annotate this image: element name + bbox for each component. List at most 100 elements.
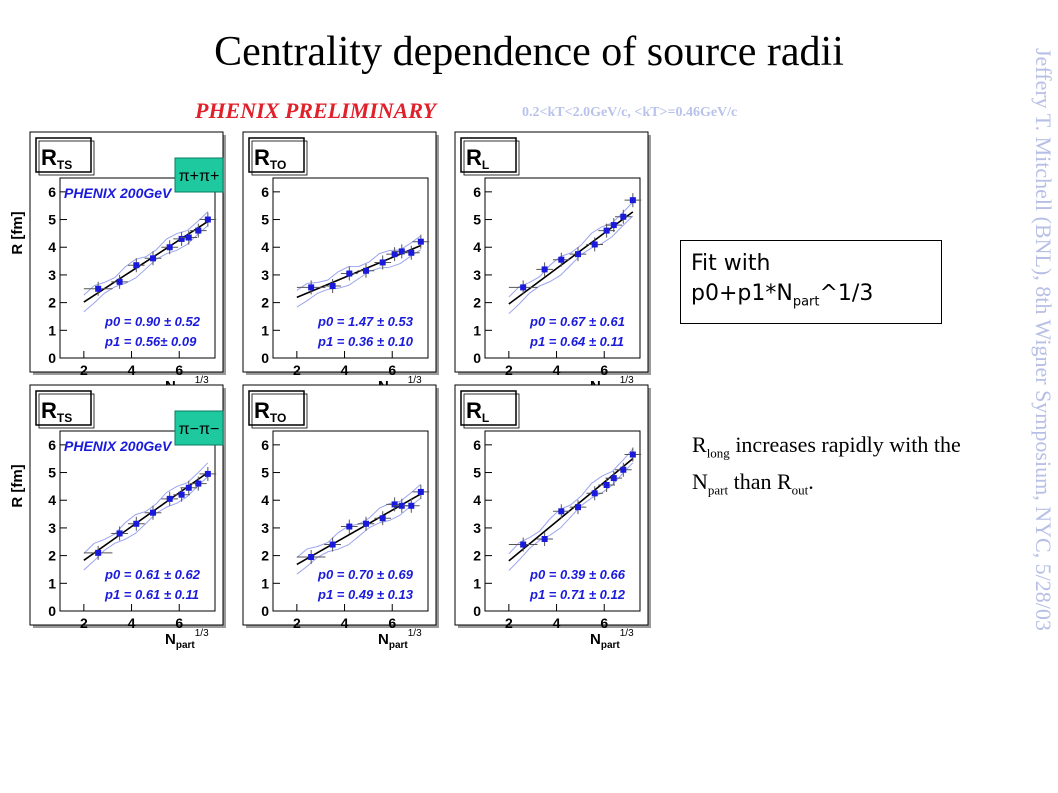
fit-line1: Fit with [691,251,771,276]
preliminary-label: PHENIX PRELIMINARY [195,98,437,123]
fit-line2: p0+p1*Npart^1/3 [691,279,931,317]
panel-title-r: R [41,145,57,170]
data-point [575,504,581,511]
data-point [204,470,211,477]
data-point [166,495,173,502]
panel-title-box [460,390,517,426]
y-tick-label: 0 [48,350,56,366]
x-tick-label: 6 [175,362,183,378]
y-tick-label: 3 [48,520,56,536]
y-tick-label: 1 [473,575,481,591]
x-tick-label: 4 [128,362,136,378]
x-tick-label: 6 [175,615,183,631]
fit-p1-label: p1 = 0.61 ± 0.11 [104,587,199,602]
x-label-sup: 1/3 [195,375,209,386]
y-tick-label: 0 [261,603,269,619]
y-tick-label: 1 [261,575,269,591]
x-tick-label: 6 [600,362,608,378]
x-label-n: N [165,631,176,648]
fit-p1-label: p1 = 0.56± 0.09 [104,334,197,349]
data-point [363,267,369,274]
panel-title-sub: L [482,411,489,425]
data-point [520,541,527,548]
y-tick-label: 3 [261,520,269,536]
x-tick-label: 6 [388,615,396,631]
panel-title: RTS [41,145,72,172]
fit-formula-a: p0+p1*N [691,281,793,306]
data-point [178,491,185,498]
note-d: . [808,469,814,495]
y-tick-label: 5 [473,465,481,481]
y-tick-label: 1 [473,322,481,338]
panel-title-box-shadow [463,393,520,429]
data-point [95,549,102,556]
data-point [346,523,353,530]
pion-badge-label: π+π+ [179,168,220,185]
fit-formula-sub: part [792,294,820,310]
data-point [95,285,102,292]
y-tick-label: 5 [473,212,481,228]
pion-badge [174,157,224,193]
y-axis-label: R [fm] [9,211,26,254]
y-axis-label: R [fm] [9,464,26,507]
panel-title-box [248,137,305,173]
x-label-sup: 1/3 [408,628,422,639]
note-a: R [692,432,707,457]
panel-title-sub: L [482,158,489,172]
x-label-sub: part [601,640,621,651]
x-tick-label: 6 [600,615,608,631]
panel-title-r: R [254,145,270,170]
data-point [541,536,548,542]
note-a-sub: long [706,445,730,461]
series-label: PHENIX 200GeV [64,185,173,201]
data-point [575,251,581,258]
plot-frame [484,430,641,612]
y-tick-label: 1 [261,322,269,338]
data-point [603,482,610,488]
x-tick-label: 6 [388,362,396,378]
y-tick-label: 2 [473,548,481,564]
x-tick-label: 2 [293,362,301,378]
slide-title: Centrality dependence of source radii [214,29,844,75]
kt-range-label: 0.2<kT<2.0GeV/c, <kT>=0.46GeV/c [522,105,738,120]
y-tick-label: 0 [473,603,481,619]
data-point [629,451,636,458]
data-point [116,530,123,537]
fit-p0-label: p0 = 0.67 ± 0.61 [529,314,625,329]
y-tick-label: 1 [48,322,56,338]
y-tick-label: 4 [261,239,269,255]
x-tick-label: 2 [80,362,88,378]
data-point [204,216,211,223]
fit-formula-box: Fit with p0+p1*Npart^1/3 [680,240,942,324]
data-point [363,520,369,527]
panel-title-r: R [41,398,57,423]
panel-title-box-shadow [251,393,308,429]
x-tick-label: 2 [293,615,301,631]
y-tick-label: 4 [473,239,481,255]
data-point [610,475,617,482]
panel-title: RL [466,145,489,172]
y-tick-label: 3 [48,267,56,283]
x-tick-label: 2 [505,615,513,631]
fit-p1-label: p1 = 0.71 ± 0.12 [529,587,626,602]
panel-title-box-shadow [38,140,95,176]
y-tick-label: 4 [48,239,56,255]
data-point [398,502,405,509]
y-tick-label: 3 [473,520,481,536]
fit-band-lower [508,215,634,315]
fit-band-lower [296,249,422,308]
y-tick-label: 0 [473,350,481,366]
y-tick-label: 4 [473,492,481,508]
fit-p1-label: p1 = 0.36 ± 0.10 [317,334,414,349]
x-tick-label: 2 [80,615,88,631]
fit-p1-label: p1 = 0.64 ± 0.11 [529,334,624,349]
pion-badge [174,410,224,446]
x-label-sub: part [176,640,196,651]
x-axis-label: Npart1/3 [378,628,422,651]
fit-band-upper [508,448,634,555]
panel-title-box-shadow [463,140,520,176]
data-point [408,249,415,256]
